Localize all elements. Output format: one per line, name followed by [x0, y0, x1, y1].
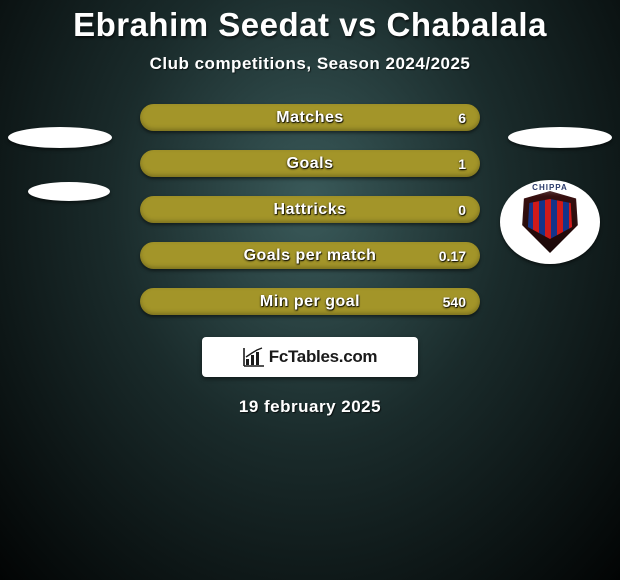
- date-label: 19 february 2025: [0, 397, 620, 417]
- stat-right-value: 540: [443, 294, 466, 310]
- stat-bar-hattricks: Hattricks 0: [140, 196, 480, 223]
- page-subtitle: Club competitions, Season 2024/2025: [0, 54, 620, 74]
- stat-right-value: 0.17: [439, 248, 466, 264]
- stat-bars: Matches 6 Goals 1 Hattricks 0 Goals per …: [0, 104, 620, 315]
- stat-bar-mpg: Min per goal 540: [140, 288, 480, 315]
- stat-label: Matches: [276, 109, 344, 127]
- stat-right-value: 0: [458, 202, 466, 218]
- stat-label: Hattricks: [274, 201, 347, 219]
- stat-right-value: 1: [458, 156, 466, 172]
- page-title: Ebrahim Seedat vs Chabalala: [0, 6, 620, 44]
- brand-label: FcTables.com: [269, 347, 378, 367]
- stat-label: Min per goal: [260, 293, 360, 311]
- bar-chart-icon: [243, 347, 265, 367]
- stat-right-value: 6: [458, 110, 466, 126]
- stat-label: Goals: [287, 155, 334, 173]
- stat-bar-gpm: Goals per match 0.17: [140, 242, 480, 269]
- stat-bar-matches: Matches 6: [140, 104, 480, 131]
- infographic-container: Ebrahim Seedat vs Chabalala Club competi…: [0, 0, 620, 580]
- brand-box: FcTables.com: [202, 337, 418, 377]
- stat-bar-goals: Goals 1: [140, 150, 480, 177]
- stat-label: Goals per match: [244, 247, 377, 265]
